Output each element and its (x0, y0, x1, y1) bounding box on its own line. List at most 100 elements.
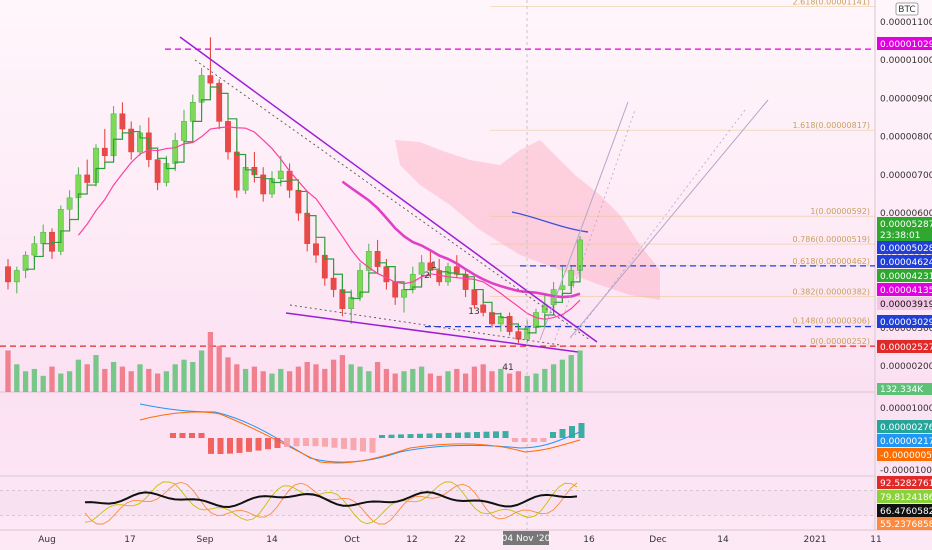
volume-bar (418, 366, 425, 392)
price-tag (877, 228, 932, 241)
annotation-label: 2 (424, 271, 430, 281)
volume-bar (137, 364, 143, 392)
macd-histogram-bar (293, 438, 300, 447)
volume-bar (374, 362, 381, 392)
stoch-tag (877, 517, 932, 530)
volume-bar (119, 366, 126, 392)
volume-bar (330, 359, 337, 392)
candle-body (154, 159, 161, 183)
macd-histogram-bar (455, 432, 461, 438)
volume-bar (339, 355, 346, 392)
candle-body (233, 151, 240, 191)
macd-histogram-bar (179, 433, 186, 438)
macd-histogram-bar (502, 431, 509, 438)
macd-histogram-bar (445, 432, 452, 438)
candle-body (119, 113, 126, 130)
candle-body (445, 266, 451, 283)
macd-histogram-bar (369, 438, 376, 453)
stoch-tag (877, 504, 932, 517)
ma-line-magenta (341, 180, 581, 299)
symbol-badge (895, 2, 919, 16)
wedge-upper-line (179, 36, 598, 343)
fib-label: 0.786(0.00000519) (793, 235, 871, 244)
time-axis-label: 14 (266, 535, 278, 545)
volume-bar (462, 373, 469, 392)
macd-tag-text: 0.00000276 (880, 423, 932, 433)
candle-body (40, 231, 47, 244)
macd-axis-label: -0.00001000 (880, 466, 932, 476)
projection-line (554, 109, 636, 341)
price-tag-text: 0.00005028 (880, 244, 932, 254)
time-axis-label: Aug (38, 535, 56, 545)
time-axis-label: Dec (649, 535, 666, 545)
volume-bar (295, 366, 302, 392)
volume-bar (260, 371, 266, 392)
candle-body (13, 270, 20, 283)
price-tag (877, 340, 932, 353)
candle-body (57, 209, 64, 252)
macd-histogram-bar (426, 433, 433, 438)
candle-body (559, 285, 566, 290)
price-axis-label: 0.00000200 (880, 362, 932, 372)
volume-bar (304, 362, 310, 392)
time-axis-label: 2021 (804, 535, 827, 545)
dotted-trendline (194, 59, 591, 341)
fib-label: 0.148(0.00000306) (793, 316, 871, 325)
stoch-d-line (84, 481, 578, 525)
macd-histogram-bar (388, 434, 395, 438)
annotation-label: 1 (431, 261, 437, 271)
volume-bar (66, 371, 73, 392)
macd-histogram-bar (578, 423, 585, 438)
candle-body (401, 289, 407, 298)
volume-bar (542, 368, 548, 392)
candle-body (515, 331, 522, 340)
candle-body (383, 266, 390, 283)
ma-line-pink (77, 126, 581, 320)
macd-histogram-bar (246, 438, 252, 452)
volume-bar (568, 355, 574, 392)
price-tag (877, 217, 932, 230)
candle-body (471, 289, 478, 306)
volume-bar (234, 364, 240, 392)
candle-body (242, 166, 249, 191)
dotted-trendline (289, 304, 561, 346)
macd-histogram-bar (531, 438, 537, 442)
candle-body (260, 174, 267, 195)
fib-label: 2.618(0.00001141) (793, 0, 871, 6)
time-axis-label: 22 (454, 535, 465, 545)
volume-bar (58, 373, 64, 392)
macd-histogram-bar (436, 433, 442, 438)
price-axis-label: 0.00000900 (880, 94, 932, 104)
volume-bar (181, 359, 187, 392)
time-axis-label: 14 (717, 535, 729, 545)
price-axis-label: 0.00000800 (880, 133, 932, 143)
candle-body (172, 140, 179, 164)
price-tag-text: 0.00004231 (880, 272, 932, 282)
volume-bar (225, 357, 231, 392)
volume-bar (190, 362, 196, 392)
price-tag (877, 283, 932, 296)
volume-bar (242, 368, 249, 392)
price-tag (877, 37, 932, 50)
volume-bar (550, 364, 557, 392)
volume-tag-text: 132.334K (880, 385, 924, 395)
macd-histogram-bar (322, 438, 328, 447)
time-tag-text: 04 Nov '20 (502, 534, 551, 544)
time-axis-label: Sep (197, 535, 214, 545)
volume-bar (278, 368, 284, 392)
candle-body (84, 174, 91, 183)
macd-histogram-bar (512, 438, 518, 442)
stoch-tag-text: 79.81241868 (880, 493, 932, 503)
volume-bar (5, 350, 11, 392)
candle-body (524, 327, 531, 340)
macd-histogram-bar (227, 438, 233, 454)
macd-histogram-bar (360, 438, 366, 452)
macd-tag (877, 448, 932, 461)
price-tag (877, 255, 932, 268)
candle-body (541, 304, 548, 313)
volume-bar (75, 359, 82, 392)
candle-body (365, 251, 372, 271)
candle-body (392, 281, 399, 298)
